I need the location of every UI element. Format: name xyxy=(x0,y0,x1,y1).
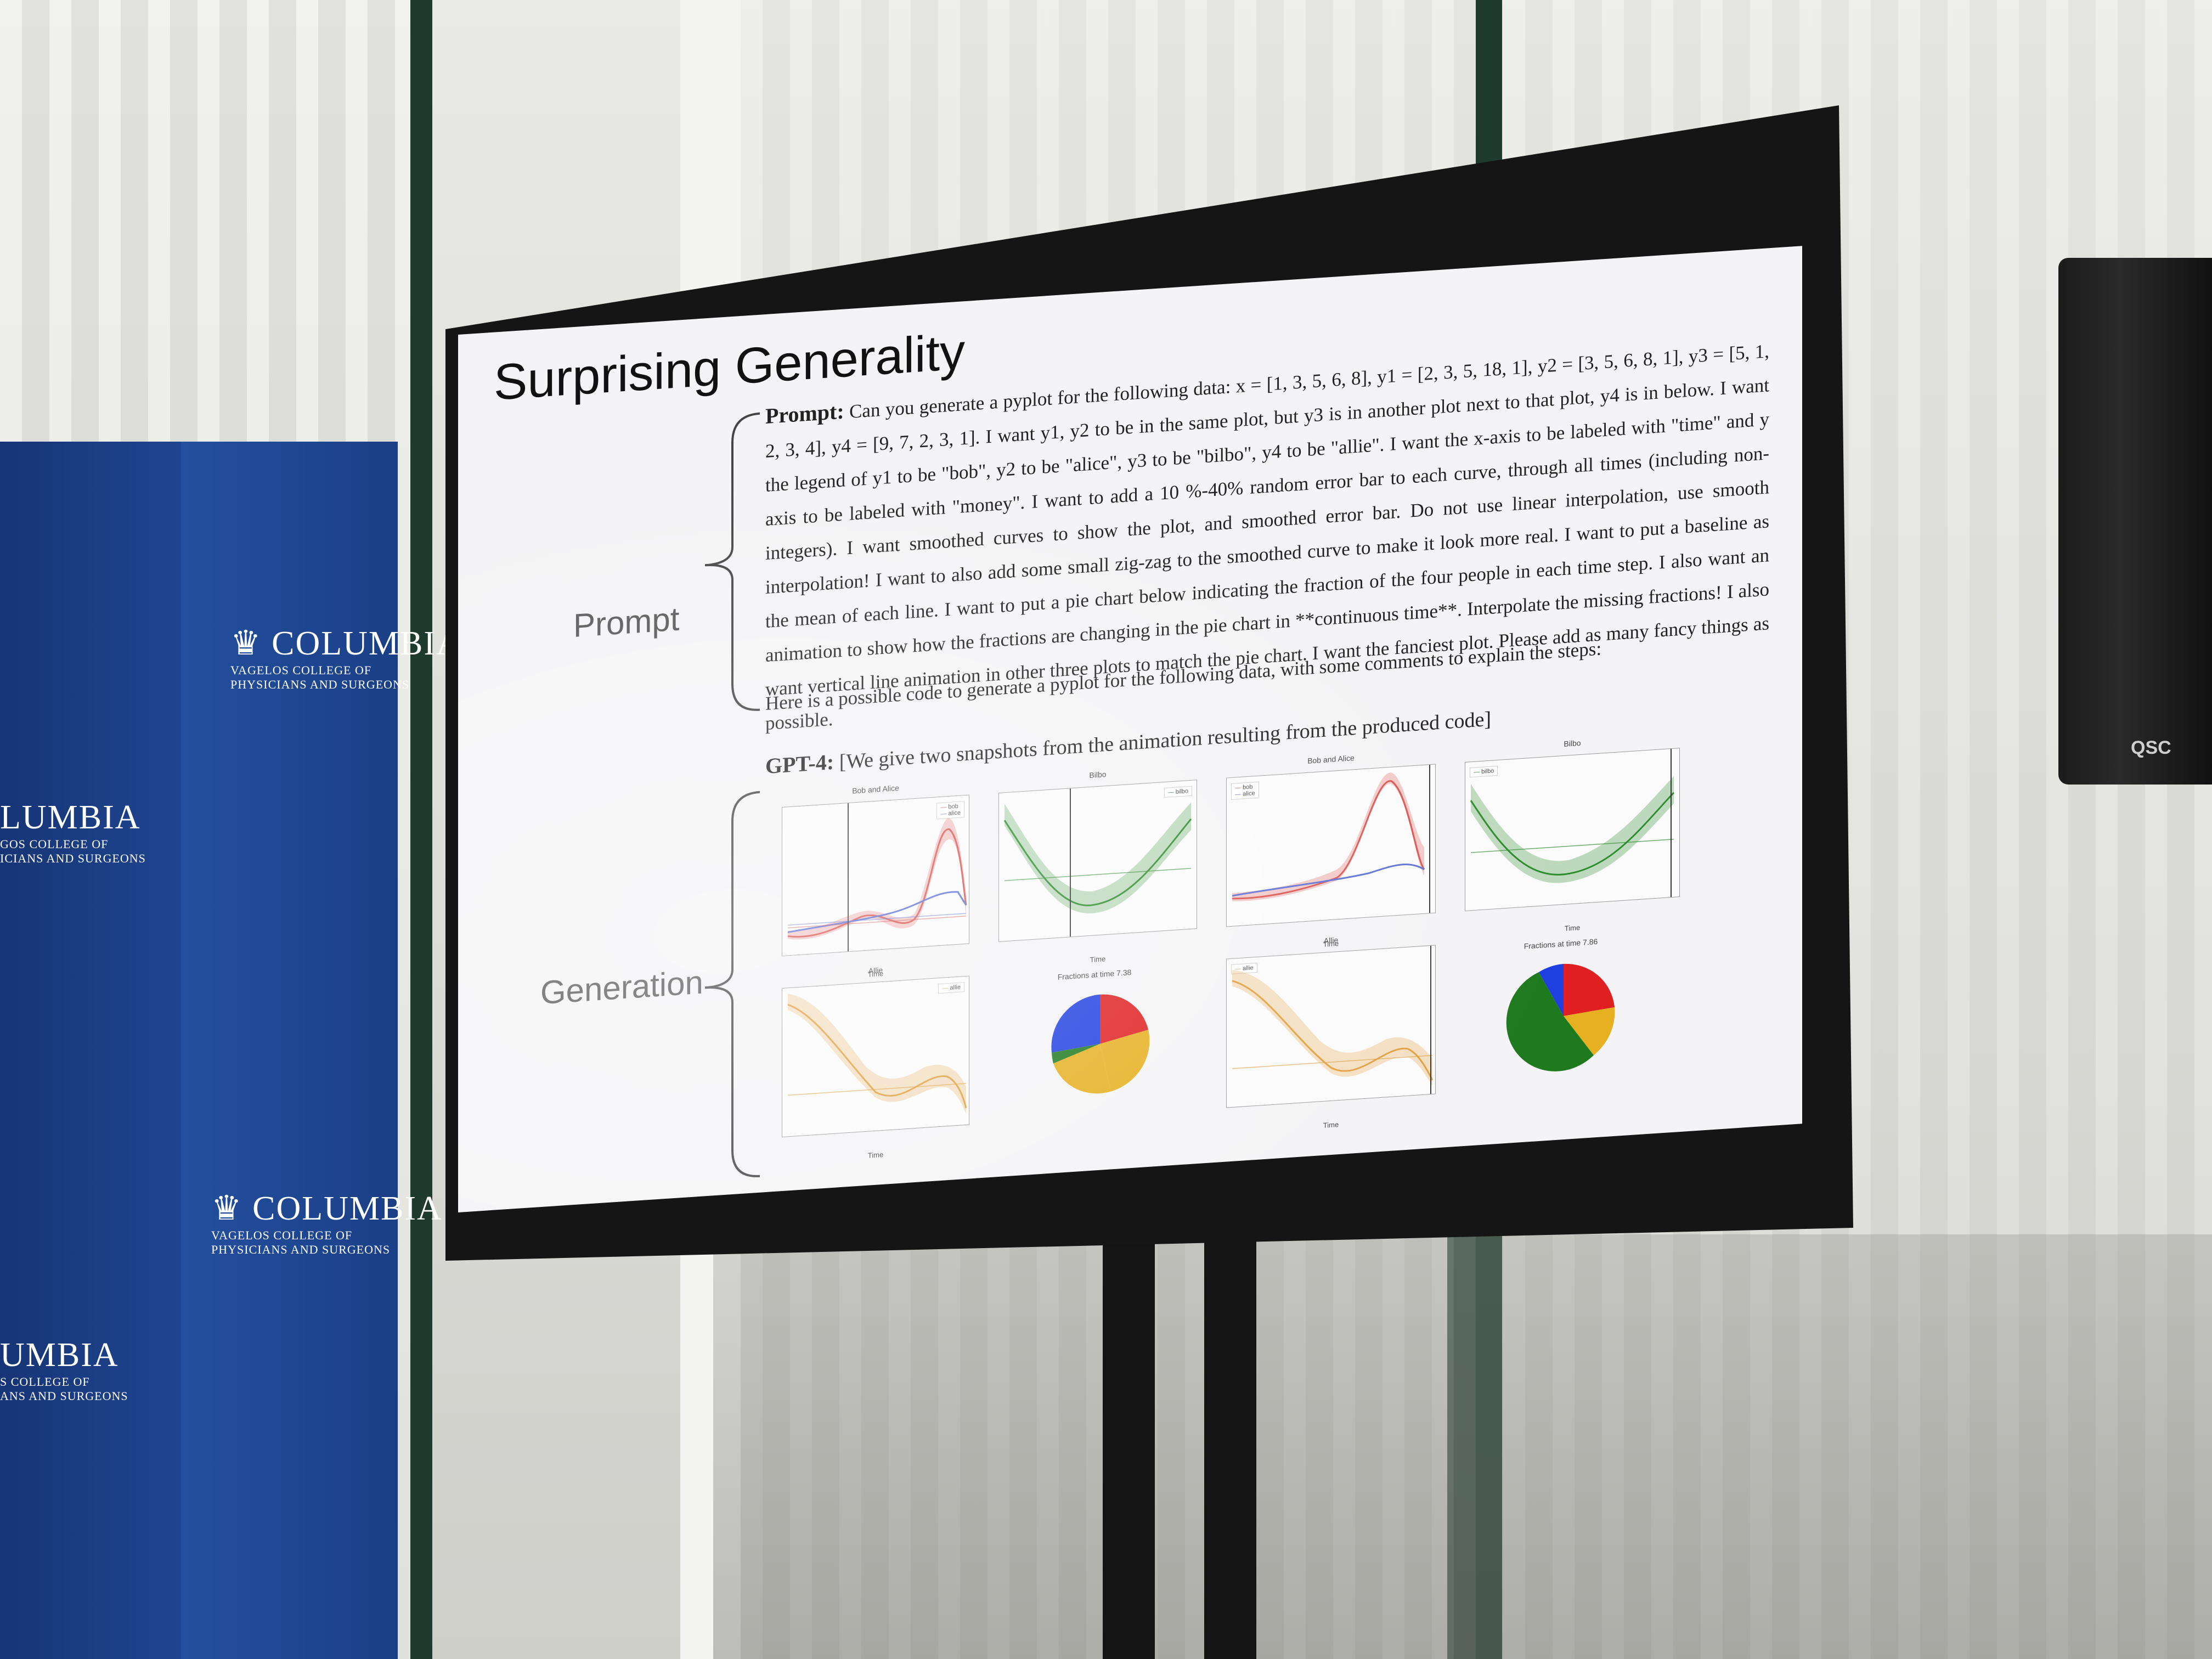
plot-bob-alice-1: Bob and Alice — bob — alice Time xyxy=(782,783,969,979)
logo-subtitle: PHYSICIANS AND SURGEONS xyxy=(211,1243,391,1256)
crown-icon: ♛ xyxy=(211,1190,243,1227)
pie-title: Fractions at time 7.38 xyxy=(1057,967,1132,981)
plot-bob-alice-2: Bob and Alice — bob — alice Time xyxy=(1226,753,1436,949)
columbia-logo: ♛ COLUMBIA VAGELOS COLLEGE OF PHYSICIANS… xyxy=(230,623,462,692)
columbia-logo: UMBIA S COLLEGE OF ANS AND SURGEONS xyxy=(0,1336,128,1403)
presentation-slide: Surprising Generality Prompt Prompt: Can… xyxy=(458,246,1802,1212)
x-axis-label: Time xyxy=(867,1150,884,1160)
logo-subtitle: ICIANS AND SURGEONS xyxy=(0,851,146,865)
logo-subtitle: VAGELOS COLLEGE OF xyxy=(211,1228,353,1242)
generation-brace xyxy=(704,791,760,1177)
logo-name: COLUMBIA xyxy=(252,1190,443,1227)
stand-pole xyxy=(1204,1234,1256,1659)
plot-allie-1: Allie — allie Time xyxy=(782,966,969,1160)
city-skyline xyxy=(713,1234,2212,1659)
window-mullion xyxy=(410,0,432,1659)
x-axis-label: Time xyxy=(1564,923,1581,933)
speaker-brand: QSC xyxy=(2131,737,2171,758)
prompt-brace xyxy=(704,412,760,711)
plot-bilbo-1: Bilbo — bilbo Time xyxy=(998,770,1197,964)
logo-subtitle: GOS COLLEGE OF xyxy=(0,837,109,851)
generation-side-label: Generation xyxy=(540,963,703,1012)
window-mullion xyxy=(1447,1234,1479,1659)
pie-title: Fractions at time 7.86 xyxy=(1523,936,1598,951)
loudspeaker xyxy=(2058,258,2212,785)
crown-icon: ♛ xyxy=(230,625,262,662)
pie-chart-2 xyxy=(1506,963,1615,1071)
logo-name: COLUMBIA xyxy=(272,625,462,662)
plot-allie-2: Allie — allie Time xyxy=(1226,935,1436,1130)
x-axis-label: Time xyxy=(1323,1120,1339,1130)
stand-pole xyxy=(1103,1234,1155,1659)
x-axis-label: Time xyxy=(1090,955,1106,964)
prompt-heading: Prompt: xyxy=(765,398,844,429)
gpt4-heading: GPT-4: xyxy=(765,749,834,779)
plot-bilbo-2: Bilbo — bilbo Time xyxy=(1465,738,1680,933)
logo-name: LUMBIA xyxy=(0,799,141,836)
prompt-side-label: Prompt xyxy=(573,600,680,645)
logo-subtitle: ANS AND SURGEONS xyxy=(0,1389,128,1403)
columbia-logo: LUMBIA GOS COLLEGE OF ICIANS AND SURGEON… xyxy=(0,798,146,866)
columbia-logo: ♛ COLUMBIA VAGELOS COLLEGE OF PHYSICIANS… xyxy=(211,1188,443,1257)
pie-chart-1 xyxy=(1051,994,1150,1094)
logo-subtitle: S COLLEGE OF xyxy=(0,1375,90,1389)
columbia-banner-side xyxy=(0,442,181,1659)
logo-subtitle: PHYSICIANS AND SURGEONS xyxy=(230,678,410,691)
logo-name: UMBIA xyxy=(0,1336,119,1374)
logo-subtitle: VAGELOS COLLEGE OF xyxy=(230,663,372,677)
